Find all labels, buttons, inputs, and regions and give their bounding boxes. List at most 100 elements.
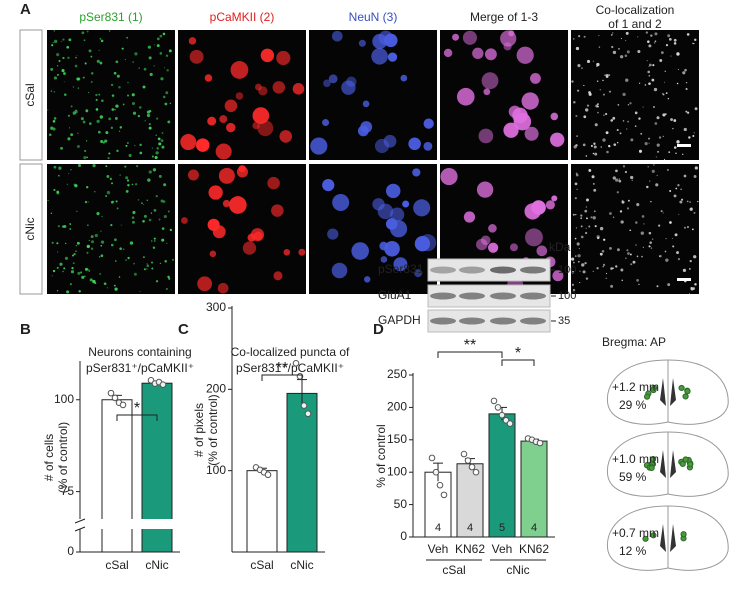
cell-signal <box>80 117 84 121</box>
cell-signal <box>69 283 72 286</box>
cell-signal <box>576 135 578 137</box>
significance-bracket <box>116 414 158 421</box>
cell-signal <box>612 32 614 34</box>
cell-signal <box>647 40 650 43</box>
cell-signal <box>692 135 695 138</box>
cell-signal <box>612 50 617 55</box>
cell-signal <box>322 179 335 192</box>
cell-signal <box>156 117 159 120</box>
cell-signal <box>155 194 158 198</box>
cell-signal <box>247 233 256 242</box>
bar <box>488 413 516 538</box>
cell-signal <box>669 221 672 224</box>
y-tick-label: 150 <box>387 432 407 446</box>
cell-signal <box>641 215 645 218</box>
cell-signal <box>125 259 127 261</box>
cell-signal <box>665 44 669 47</box>
significance-label: ** <box>276 360 288 377</box>
cell-signal <box>667 97 670 100</box>
cell-signal <box>56 191 60 195</box>
cell-signal <box>572 38 575 40</box>
blot-band <box>490 266 516 274</box>
cell-signal <box>73 252 76 256</box>
cell-signal <box>638 117 641 120</box>
axis-break-gap <box>74 519 180 529</box>
cell-signal <box>621 279 623 282</box>
n-label: 5 <box>499 522 505 534</box>
injection-site <box>643 393 651 400</box>
cell-signal <box>648 231 652 235</box>
cell-signal <box>147 45 151 49</box>
cell-signal <box>142 85 146 89</box>
cell-signal <box>226 122 236 133</box>
cell-signal <box>148 218 152 222</box>
cell-signal <box>323 79 331 88</box>
cell-signal <box>70 270 75 274</box>
cell-signal <box>362 100 370 108</box>
cell-signal <box>116 149 119 153</box>
cell-signal <box>658 136 662 139</box>
cell-signal <box>111 94 115 97</box>
cell-signal <box>649 241 652 244</box>
cell-signal <box>88 49 92 53</box>
cell-signal <box>648 82 651 85</box>
cell-signal <box>577 260 580 263</box>
cell-signal <box>127 94 130 97</box>
cell-signal <box>602 93 605 96</box>
injection-site <box>650 532 657 539</box>
cell-signal <box>626 128 628 130</box>
cell-signal <box>143 67 147 71</box>
cell-signal <box>283 249 291 256</box>
bregma-level: +1.0 mm <box>612 452 659 466</box>
cell-signal <box>116 207 119 210</box>
cell-signal <box>586 104 590 107</box>
blot-band <box>520 317 546 325</box>
cell-signal <box>684 68 687 72</box>
cell-signal <box>160 199 164 203</box>
cell-signal <box>372 33 388 49</box>
cell-signal <box>662 135 664 138</box>
cell-signal <box>371 47 388 65</box>
cell-signal <box>127 256 130 260</box>
cell-signal <box>672 127 674 130</box>
cell-signal <box>95 108 99 111</box>
cell-signal <box>136 165 139 168</box>
cell-signal <box>585 206 588 208</box>
cell-signal <box>189 49 204 64</box>
cell-signal <box>92 279 96 284</box>
column-title: pCaMKII (2) <box>210 10 275 24</box>
cell-signal <box>156 44 160 48</box>
cell-signal <box>610 33 613 36</box>
cell-signal <box>106 190 111 195</box>
cell-signal <box>638 149 642 153</box>
cell-signal <box>443 48 453 58</box>
cell-signal <box>621 200 625 204</box>
blot-band <box>490 292 516 300</box>
cell-signal <box>161 132 164 134</box>
cell-signal <box>591 175 595 179</box>
cell-signal <box>75 56 77 59</box>
cell-signal <box>105 131 109 135</box>
data-point <box>300 402 308 409</box>
cell-signal <box>134 144 136 147</box>
cell-signal <box>82 76 85 79</box>
cell-signal <box>688 136 691 139</box>
micrograph <box>178 164 306 294</box>
cell-signal <box>92 164 96 168</box>
cell-signal <box>624 54 628 58</box>
cell-signal <box>625 31 629 35</box>
cell-signal <box>689 201 691 203</box>
cell-signal <box>653 164 655 166</box>
cell-signal <box>423 118 434 129</box>
y-axis-label: % of control <box>374 424 388 487</box>
cell-signal <box>96 119 100 124</box>
y-axis-label: (% of control) <box>56 422 70 493</box>
y-tick-label: 0 <box>400 529 407 543</box>
cell-signal <box>609 246 612 250</box>
panel-label: C <box>178 321 189 338</box>
cell-signal <box>257 120 274 137</box>
cell-signal <box>115 60 119 64</box>
cell-signal <box>169 102 172 105</box>
cell-signal <box>78 290 81 293</box>
cell-signal <box>271 204 284 217</box>
